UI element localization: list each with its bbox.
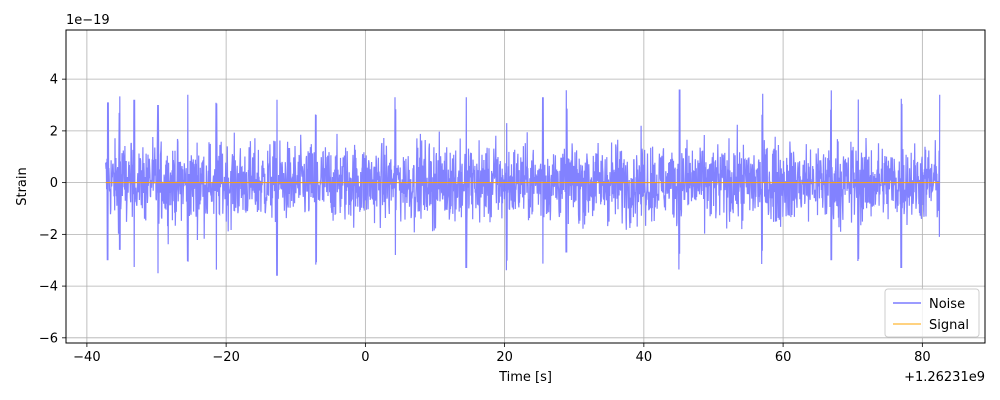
y-tick-label: 2: [50, 124, 58, 139]
x-axis-label: Time [s]: [498, 370, 552, 385]
x-axis-ticks: −40 −20 0 20 40 60 80: [73, 343, 931, 365]
legend-noise-label: Noise: [929, 297, 965, 312]
legend-box: [884, 288, 980, 338]
series-noise: [105, 89, 941, 276]
x-tick-label: −40: [73, 350, 100, 365]
y-tick-label: 0: [50, 176, 58, 191]
y-axis-label: Strain: [15, 167, 30, 206]
plot-frame: [65, 29, 986, 344]
y-tick-label: −6: [39, 331, 58, 346]
x-tick-label: 80: [914, 350, 931, 365]
x-tick-label: 40: [636, 350, 653, 365]
x-tick-label: 20: [496, 350, 513, 365]
y-axis-ticks: −6 −4 −2 0 2 4: [39, 73, 66, 346]
x-tick-label: 0: [361, 350, 369, 365]
y-scale-label: 1e−19: [66, 13, 110, 28]
x-tick-label: 60: [775, 350, 792, 365]
x-offset-label: +1.26231e9: [904, 370, 985, 385]
y-tick-label: −4: [39, 280, 58, 295]
y-tick-label: 4: [50, 73, 58, 88]
y-tick-label: −2: [39, 228, 58, 243]
noise-line: [105, 89, 941, 276]
legend-signal-label: Signal: [929, 318, 969, 333]
x-tick-label: −20: [212, 350, 239, 365]
legend: Noise Signal: [884, 288, 980, 338]
